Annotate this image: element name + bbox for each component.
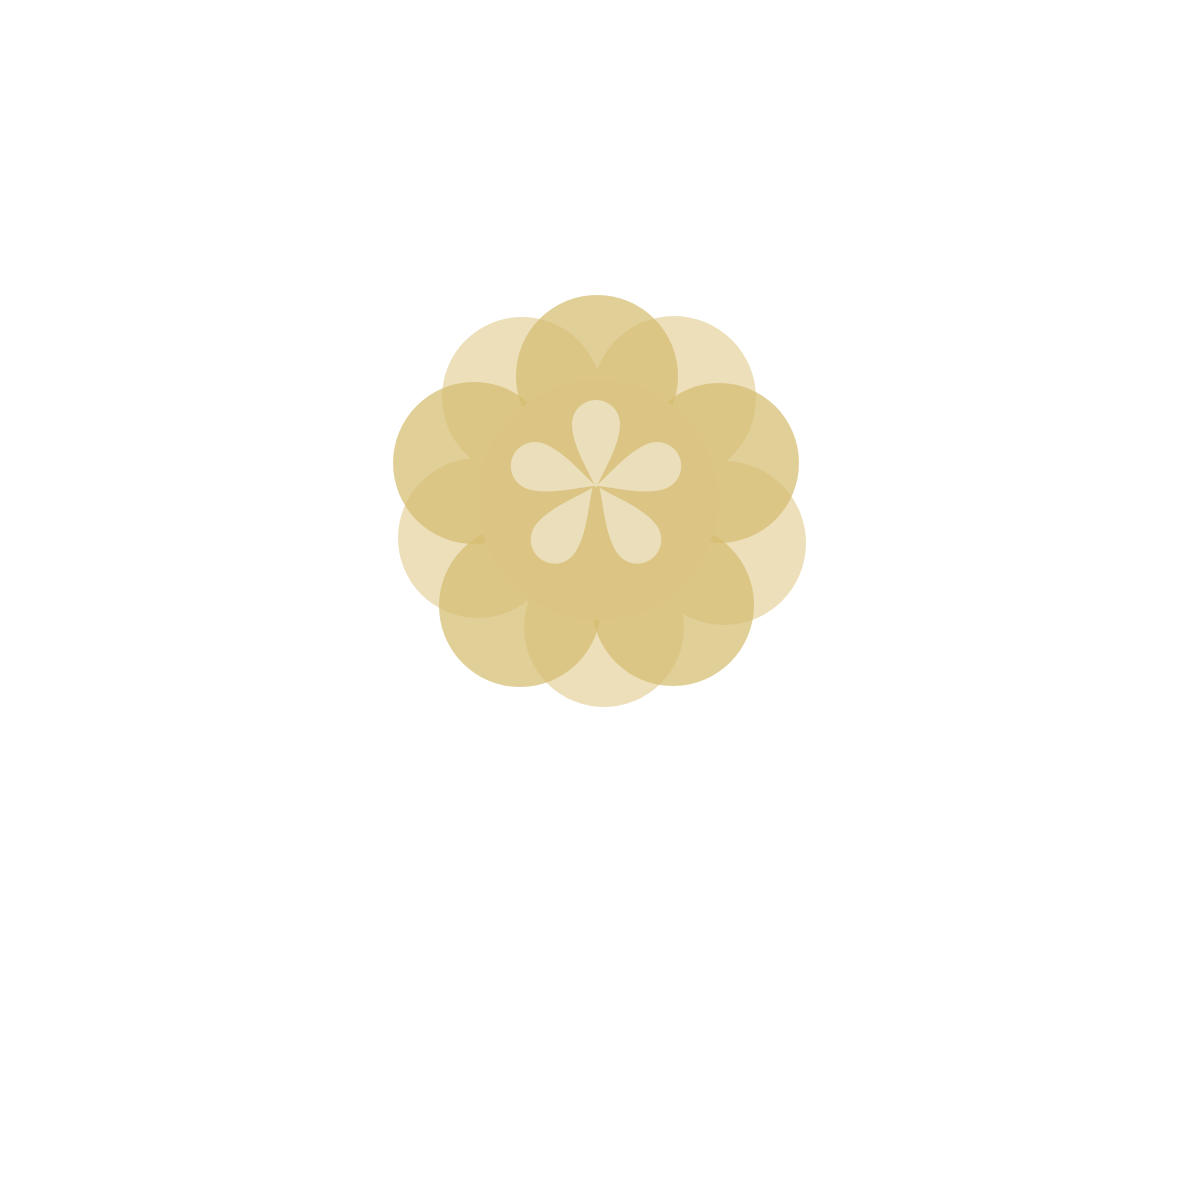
- center-petals: [510, 400, 682, 564]
- flower-core: [478, 380, 718, 620]
- brand-wordmark: [290, 810, 910, 880]
